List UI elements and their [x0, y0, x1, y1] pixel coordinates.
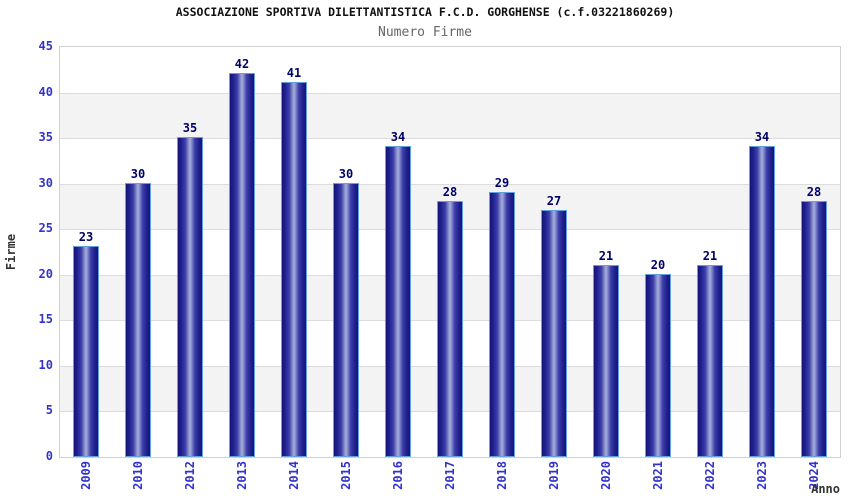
y-tick-label: 40	[38, 84, 53, 99]
bar-value-label: 35	[182, 121, 198, 136]
x-tick-label: 2022	[703, 461, 717, 490]
y-axis-title: Firme	[4, 233, 18, 271]
bar-2014	[281, 82, 307, 457]
y-tick-label: 30	[38, 175, 53, 190]
y-tick-label: 15	[38, 312, 53, 327]
bar-2013	[229, 73, 255, 457]
bar-value-label: 23	[78, 230, 94, 245]
gridline	[60, 138, 840, 140]
x-tick-label: 2020	[599, 461, 613, 490]
bar-2022	[697, 264, 723, 457]
bar-value-label: 27	[546, 194, 562, 208]
bar-value-label: 34	[754, 130, 770, 145]
chart-title: ASSOCIAZIONE SPORTIVA DILETTANTISTICA F.…	[175, 5, 675, 19]
x-tick-label: 2014	[287, 461, 301, 490]
y-tick-label: 45	[38, 39, 53, 53]
plot-area	[59, 46, 841, 458]
bar-2023	[749, 146, 775, 457]
bar-value-label: 30	[130, 166, 146, 181]
gridline	[60, 183, 840, 185]
x-tick-label: 2013	[235, 461, 249, 490]
bar-2009	[73, 246, 99, 457]
bar-value-label: 41	[286, 66, 302, 81]
x-tick-label: 2017	[443, 461, 457, 490]
bar-value-label: 20	[650, 257, 666, 272]
bar-2015	[333, 182, 359, 457]
bar-2017	[437, 200, 463, 457]
bar-2020	[593, 264, 619, 457]
bar-value-label: 42	[234, 57, 250, 72]
bar-2021	[645, 273, 671, 457]
x-tick-label: 2019	[547, 461, 561, 490]
x-tick-label: 2021	[651, 461, 665, 490]
bar-value-label: 30	[338, 166, 354, 181]
bar-value-label: 29	[494, 175, 510, 190]
bar-2016	[385, 146, 411, 457]
bar-2012	[177, 137, 203, 457]
x-tick-label: 2018	[495, 461, 509, 490]
bar-2019	[541, 210, 567, 457]
y-tick-label: 20	[38, 266, 53, 281]
x-tick-label: 2012	[183, 461, 197, 490]
bar-value-label: 21	[598, 248, 614, 263]
bar-2018	[489, 191, 515, 457]
chart-subtitle: Numero Firme	[378, 25, 472, 40]
gridline	[60, 92, 840, 94]
background-band	[60, 92, 840, 139]
x-tick-label: 2015	[339, 461, 353, 490]
x-axis-title: Anno	[811, 482, 840, 496]
bar-value-label: 34	[390, 130, 406, 145]
x-tick-label: 2010	[131, 461, 145, 490]
bar-2024	[801, 200, 827, 457]
y-tick-label: 35	[38, 130, 53, 145]
bar-2010	[125, 182, 151, 457]
x-tick-label: 2016	[391, 461, 405, 490]
bar-value-label: 28	[442, 184, 458, 199]
bar-value-label: 28	[806, 184, 822, 199]
bar-value-label: 21	[702, 248, 718, 263]
background-band	[60, 47, 840, 93]
x-tick-label: 2009	[79, 461, 93, 490]
x-tick-label: 2023	[755, 461, 769, 490]
y-tick-label: 25	[38, 221, 53, 236]
y-tick-label: 5	[45, 403, 53, 418]
y-tick-label: 0	[45, 449, 53, 463]
y-tick-label: 10	[38, 357, 53, 372]
